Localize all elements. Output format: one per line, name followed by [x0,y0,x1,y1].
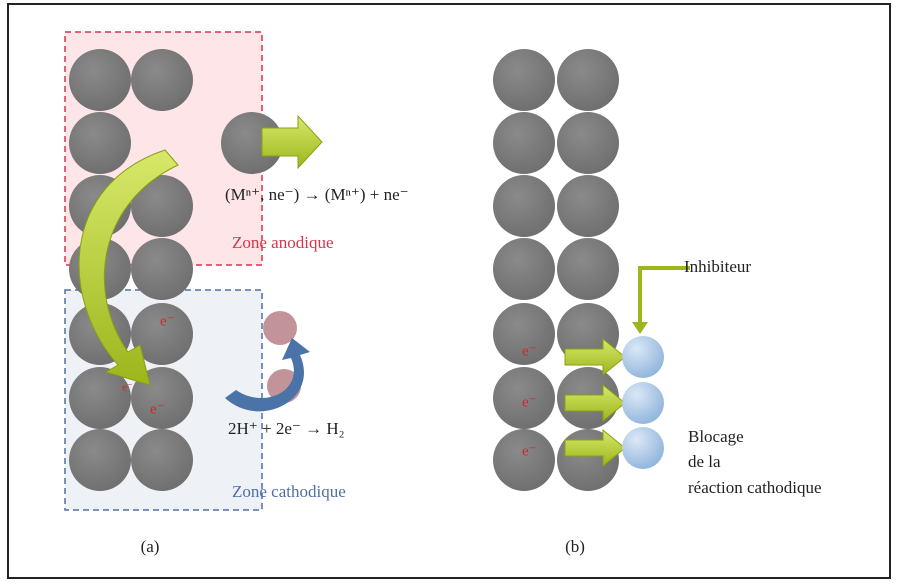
electron: e⁻ [522,443,537,459]
metal-atom [493,112,555,174]
cathode-equation: 2H⁺ + 2e⁻ → H₂ [228,419,345,438]
metal-atom [69,112,131,174]
panel-label: (a) [141,537,160,556]
metal-atom [131,238,193,300]
metal-atom [131,49,193,111]
anode-zone-label: Zone anodique [232,233,334,252]
metal-atom [493,238,555,300]
electron: e⁻ [522,343,537,359]
metal-atom [69,429,131,491]
metal-atom [557,49,619,111]
inhibitor-label: Inhibiteur [684,257,751,276]
inhibitor-molecule [622,427,664,469]
metal-atom [493,175,555,237]
blocking-label: réaction cathodique [688,478,822,497]
blocking-label: Blocage [688,427,744,446]
metal-atom [131,429,193,491]
inhibitor-layer [565,336,664,469]
metal-atom [557,238,619,300]
metal-atom [69,49,131,111]
inhibitor-molecule [622,382,664,424]
metal-atom [557,175,619,237]
inhibitor-molecule [622,336,664,378]
anode-equation: (Mⁿ⁺, ne⁻) → (Mⁿ⁺) + ne⁻ [225,185,409,204]
electron: e⁻ [122,382,133,394]
electron: e⁻ [160,313,175,329]
metal-atom [557,112,619,174]
cathode-zone-label: Zone cathodique [232,482,346,501]
figure: (Mⁿ⁺, ne⁻) → (Mⁿ⁺) + ne⁻ Zone anodique 2… [0,0,898,586]
panel-label: (b) [565,537,585,556]
electron: e⁻ [522,394,537,410]
metal-atom [493,49,555,111]
electron: e⁻ [150,401,165,417]
blocking-label: de la [688,452,721,471]
metal-atom [493,429,555,491]
